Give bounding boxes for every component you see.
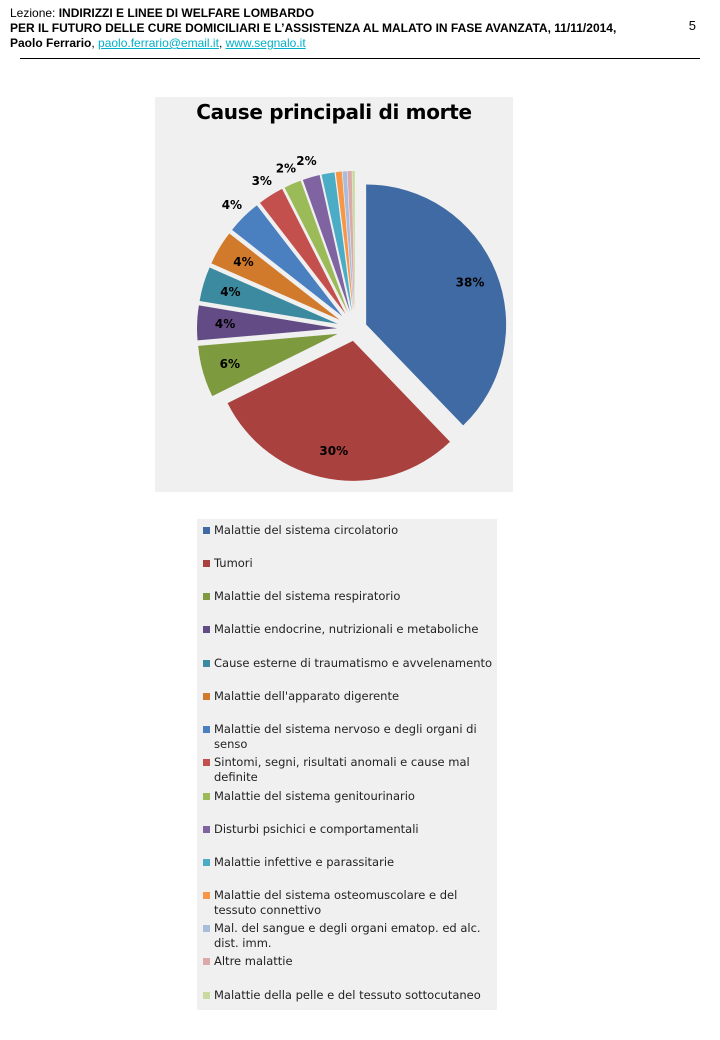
header-subtitle: PER IL FUTURO DELLE CURE DOMICILIARI E L… [10, 21, 617, 35]
pie-svg: 38% 30% 6% 4% 4% 4% 4% 3% 2%2% [197, 154, 507, 481]
legend-label: Malattie del sistema circolatorio [214, 523, 399, 537]
legend-swatch [203, 660, 210, 667]
pie-slice [321, 172, 352, 312]
separator: , [91, 36, 99, 50]
data-label: 2% [296, 154, 316, 168]
page-header: Lezione: INDIRIZZI E LINEE DI WELFARE LO… [10, 6, 616, 51]
pie-slice [302, 175, 351, 312]
pie-slice [366, 184, 507, 426]
pie-slice [232, 205, 343, 317]
legend-label: Malattie del sistema respiratorio [214, 589, 401, 603]
legend-label: Cause esterne di traumatismo e avvelenam… [214, 656, 493, 670]
legend-item: Malattie del sistema respiratorio [203, 589, 499, 604]
website-link[interactable]: www.segnalo.it [225, 36, 306, 50]
legend-label: Malattie endocrine, nutrizionali e metab… [214, 622, 479, 636]
legend-swatch [203, 859, 210, 866]
data-label: 38% [456, 276, 485, 290]
legend-label: Altre malattie [214, 954, 293, 968]
legend-label: Malattie dell'apparato digerente [214, 689, 400, 703]
legend-label: Malattie del sistema osteomuscolare e de… [214, 888, 458, 917]
legend-swatch [203, 925, 210, 932]
legend-item: Altre malattie [203, 954, 499, 969]
author: Paolo Ferrario [10, 36, 92, 50]
data-label: 4% [220, 285, 240, 299]
pie-slice [342, 171, 354, 312]
legend-swatch [203, 527, 210, 534]
legend-swatch [203, 593, 210, 600]
legend-item: Disturbi psichici e comportamentali [203, 822, 499, 837]
legend-item: Mal. del sangue e degli organi ematop. e… [203, 921, 499, 951]
chart-legend: Malattie del sistema circolatorio Tumori M… [197, 519, 497, 1010]
data-label: 4% [215, 317, 235, 331]
data-label: 6% [220, 357, 240, 371]
data-label: 4% [233, 255, 253, 269]
legend-swatch [203, 892, 210, 899]
pie-slice [335, 171, 354, 312]
legend-swatch [203, 826, 210, 833]
legend-swatch [203, 992, 210, 999]
legend-swatch [203, 726, 210, 733]
legend-swatch [203, 759, 210, 766]
legend-item: Malattie del sistema nervoso e degli org… [203, 722, 499, 752]
legend-item: Malattie endocrine, nutrizionali e metab… [203, 622, 499, 637]
legend-swatch [203, 793, 210, 800]
legend-label: Disturbi psichici e comportamentali [214, 822, 419, 836]
pie-slice [211, 233, 340, 320]
legend-label: Malattie del sistema nervoso e degli org… [214, 722, 477, 751]
data-label: 2% [276, 161, 296, 175]
legend-item: Malattie infettive e parassitarie [203, 855, 499, 870]
lezione-label: Lezione: [10, 6, 59, 20]
legend-item: Malattie dell'apparato digerente [203, 689, 499, 704]
data-label: 30% [319, 444, 348, 458]
pie-slice [259, 188, 346, 314]
pie-slice [227, 340, 450, 481]
header-title: INDIRIZZI E LINEE DI WELFARE LOMBARDO [58, 6, 315, 20]
legend-label: Sintomi, segni, risultati anomali e caus… [214, 755, 470, 784]
data-label: 3% [252, 174, 272, 188]
email-link[interactable]: paolo.ferrario@email.it [98, 36, 219, 50]
legend-label: Malattie del sistema genitourinario [214, 789, 415, 803]
legend-swatch [203, 560, 210, 567]
header-divider [20, 58, 700, 59]
legend-swatch [203, 693, 210, 700]
pie-chart: Cause principali di morte 38% 30% 6% 4% 4% 4%… [155, 97, 513, 492]
legend-item: Malattie del sistema circolatorio [203, 523, 499, 538]
legend-item: Malattie del sistema osteomuscolare e de… [203, 888, 499, 918]
legend-label: Mal. del sangue e degli organi ematop. e… [214, 921, 481, 950]
pie-slice [199, 267, 338, 324]
pie-slice [352, 171, 355, 312]
page-number: 5 [688, 18, 696, 33]
legend-label: Tumori [214, 556, 253, 570]
pie-slice [198, 333, 338, 397]
legend-item: Cause esterne di traumatismo e avvelenam… [203, 656, 499, 671]
legend-swatch [203, 958, 210, 965]
legend-item: Sintomi, segni, risultati anomali e caus… [203, 755, 499, 785]
separator: , [218, 36, 226, 50]
legend-item: Tumori [203, 556, 499, 571]
data-label: 4% [222, 198, 242, 212]
legend-swatch [203, 626, 210, 633]
legend-item: Malattie della pelle e del tessuto sotto… [203, 988, 499, 1003]
legend-label: Malattie infettive e parassitarie [214, 855, 395, 869]
legend-label: Malattie della pelle e del tessuto sotto… [214, 988, 481, 1002]
chart-title: Cause principali di morte [196, 100, 472, 124]
pie-slice [347, 171, 355, 312]
legend-item: Malattie del sistema genitourinario [203, 789, 499, 804]
pie-slice [197, 305, 338, 341]
pie-slice [284, 180, 348, 313]
